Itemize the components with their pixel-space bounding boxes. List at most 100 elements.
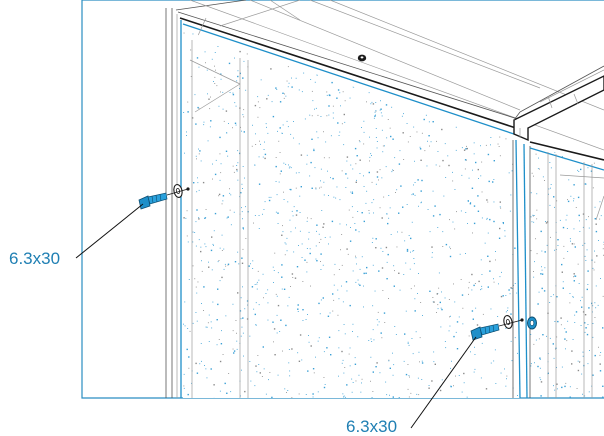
speckle [597,304,599,306]
speckle [355,257,357,259]
speckle [432,301,434,303]
speckle [581,373,583,375]
speckle [259,372,261,374]
speckle [291,86,293,88]
speckle [493,278,494,280]
speckle [404,333,406,335]
speckle [227,264,229,266]
speckle [267,48,269,49]
speckle [377,311,379,313]
speckle [344,121,346,123]
speckle [291,348,293,350]
speckle [504,235,506,237]
speckle [452,180,454,182]
speckle [495,251,496,252]
speckle [407,343,409,344]
speckle [371,155,372,156]
speckle [539,367,541,369]
speckle [453,283,454,285]
speckle [567,200,570,203]
speckle [488,66,490,68]
speckle [370,356,372,358]
speckle [196,57,199,59]
speckle [359,159,361,161]
speckle [315,187,317,189]
speckle [351,206,353,208]
speckle [545,222,548,224]
speckle [320,253,322,255]
speckle [240,192,242,194]
speckle [448,164,450,167]
speckle [587,363,589,365]
speckle [536,218,538,220]
speckle [273,282,274,283]
speckle [578,171,580,172]
speckle [302,281,304,282]
speckle [217,46,219,47]
speckle [192,322,194,324]
speckle [301,91,303,93]
speckle [336,76,338,78]
speckle [281,276,283,278]
speckle [320,168,322,170]
speckle [548,193,549,195]
speckle [538,157,539,159]
speckle [258,228,260,229]
speckle [325,141,327,143]
speckle [244,308,246,310]
speckle [531,172,533,174]
speckle [476,59,479,62]
speckle [355,380,357,382]
speckle [352,216,354,218]
speckle [310,79,312,80]
speckle [306,220,308,222]
speckle [359,49,361,51]
speckle [234,261,237,263]
speckle [474,283,476,284]
speckle [343,144,345,146]
speckle [263,368,265,370]
speckle [511,360,513,362]
speckle [450,315,451,317]
speckle [381,129,383,131]
speckle [216,85,218,87]
speckle [195,362,197,365]
speckle [592,305,594,307]
speckle [266,126,267,128]
speckle [514,72,516,74]
speckle [355,61,357,63]
speckle [346,290,348,292]
speckle [258,279,260,281]
speckle [237,150,239,152]
speckle [264,141,265,143]
speckle [337,122,339,124]
speckle [549,162,551,163]
speckle [441,379,443,381]
speckle [546,221,549,223]
speckle [469,203,472,205]
speckle [459,253,461,255]
speckle [360,391,362,393]
speckle [268,199,271,202]
speckle [375,137,377,138]
speckle [569,293,571,294]
speckle [477,91,479,93]
speckle [453,335,455,338]
speckle [503,66,506,69]
speckle [396,78,398,80]
speckle [266,98,268,100]
speckle [411,46,413,48]
speckle [318,337,320,339]
speckle [232,127,233,129]
speckle [322,297,324,299]
speckle [348,353,350,355]
speckle [582,213,585,215]
speckle [368,212,370,214]
speckle [540,395,542,397]
speckle [500,207,502,209]
washer-icon [173,184,183,198]
speckle [530,334,532,335]
speckle [315,245,317,247]
speckle [602,327,604,329]
speckle [396,246,398,248]
